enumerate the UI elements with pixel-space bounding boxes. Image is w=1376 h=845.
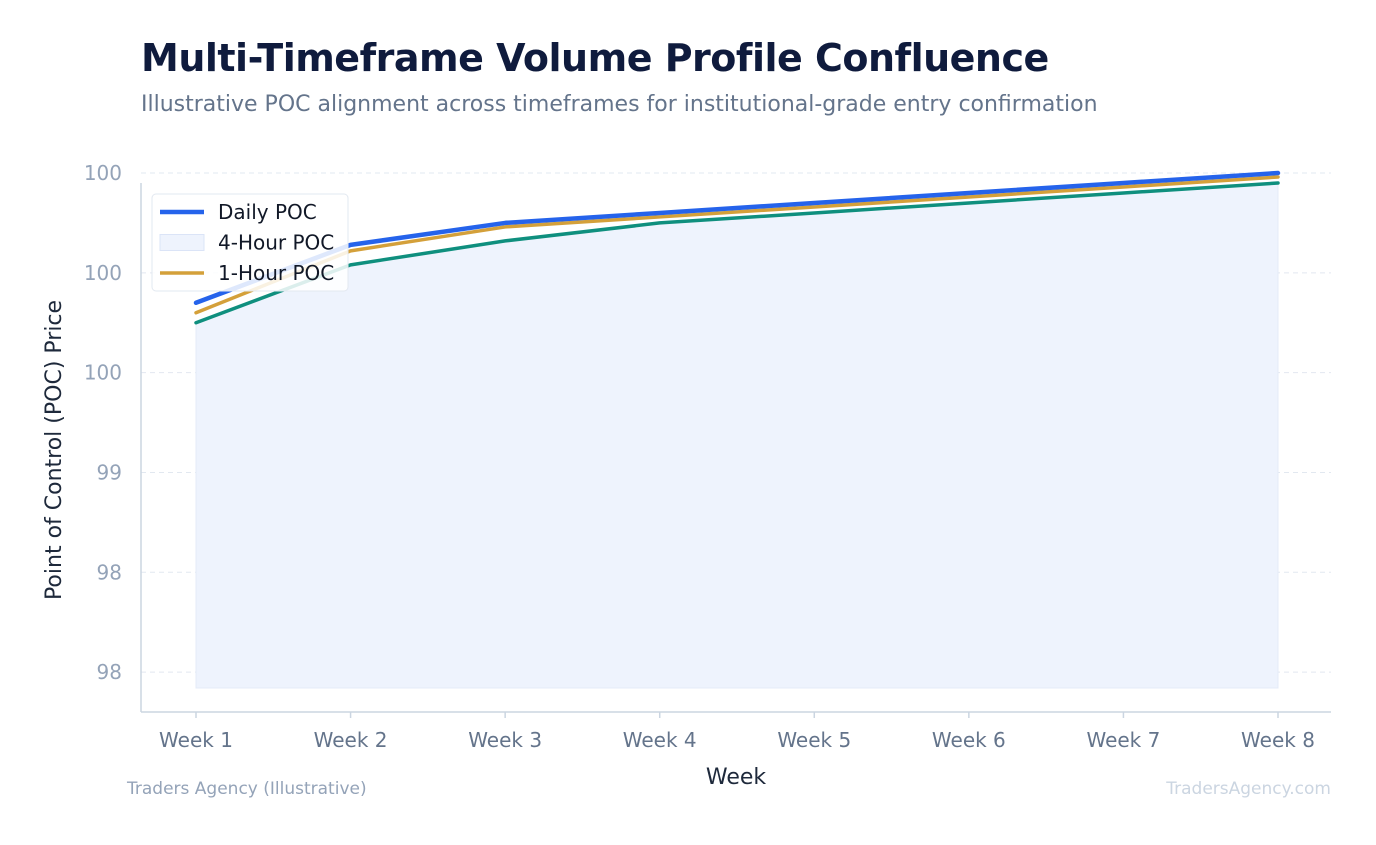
x-tick-label: Week 8 (1241, 728, 1315, 752)
x-tick-labels: Week 1 Week 2 Week 3 Week 4 Week 5 Week 6 Week… (159, 728, 1315, 752)
area-layer (195, 182, 1279, 689)
x-tick-label: Week 4 (623, 728, 697, 752)
x-tick-label: Week 2 (314, 728, 388, 752)
legend: Daily POC 4-Hour POC 1-Hour POC (151, 193, 349, 292)
x-tick-label: Week 6 (932, 728, 1006, 752)
y-tick-label: 100 (84, 261, 122, 285)
series-line-4-hour-poc (194, 181, 1280, 325)
series-area-4-hour-poc (195, 182, 1279, 689)
y-tick-labels: 98 98 99 100 100 100 (84, 161, 122, 684)
legend-box (151, 193, 349, 292)
line-layer (193, 170, 1281, 325)
x-axis-label: Week (706, 765, 767, 790)
y-tick-label: 100 (84, 361, 122, 385)
y-axis-label: Point of Control (POC) Price (42, 300, 67, 600)
y-tick-label: 99 (97, 460, 122, 484)
legend-label-daily-poc: Daily POC (218, 200, 317, 224)
x-tick-label: Week 7 (1086, 728, 1160, 752)
x-tick-label: Week 3 (468, 728, 542, 752)
series-line-daily-poc (193, 170, 1281, 306)
legend-label-1-hour-poc: 1-Hour POC (218, 261, 334, 285)
y-tick-label: 100 (84, 161, 122, 185)
x-tick-label: Week 5 (777, 728, 851, 752)
legend-swatch-4-hour-poc (159, 234, 205, 251)
site-watermark: TradersAgency.com (1166, 779, 1331, 799)
legend-label-4-hour-poc: 4-Hour POC (218, 231, 334, 255)
series-line-1-hour-poc (194, 175, 1280, 315)
y-tick-label: 98 (97, 560, 122, 584)
source-note: Traders Agency (Illustrative) (127, 779, 367, 799)
chart-subtitle: Illustrative POC alignment across timefr… (141, 92, 1098, 117)
axes (140, 183, 1331, 718)
chart-title: Multi-Timeframe Volume Profile Confluenc… (141, 36, 1049, 80)
y-tick-label: 98 (97, 660, 122, 684)
x-tick-label: Week 1 (159, 728, 233, 752)
